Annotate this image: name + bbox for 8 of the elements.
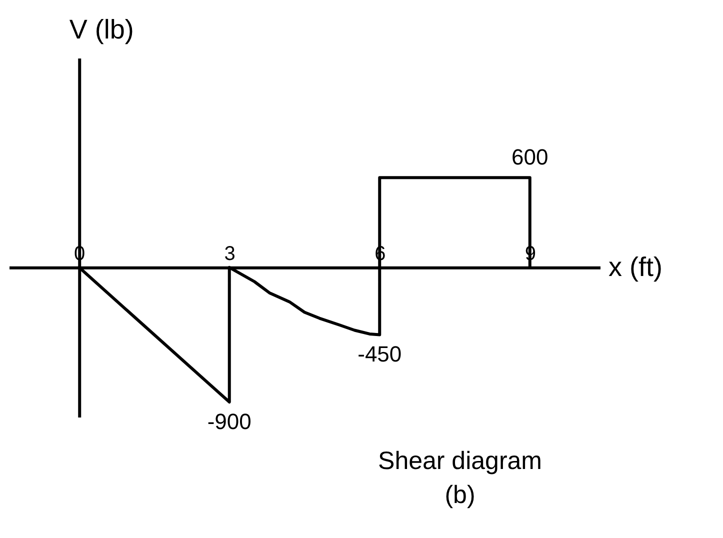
y-axis-title: V (lb) [69,14,134,44]
data-label: 600 [512,144,548,170]
text: (b) [444,481,476,509]
data-label: -900 [207,409,252,434]
data-label: -450 [358,342,402,367]
text: Shear diagram [378,447,542,475]
x-tick-label: 3 [224,242,236,265]
x-axis-title: x (ft) [608,252,662,282]
